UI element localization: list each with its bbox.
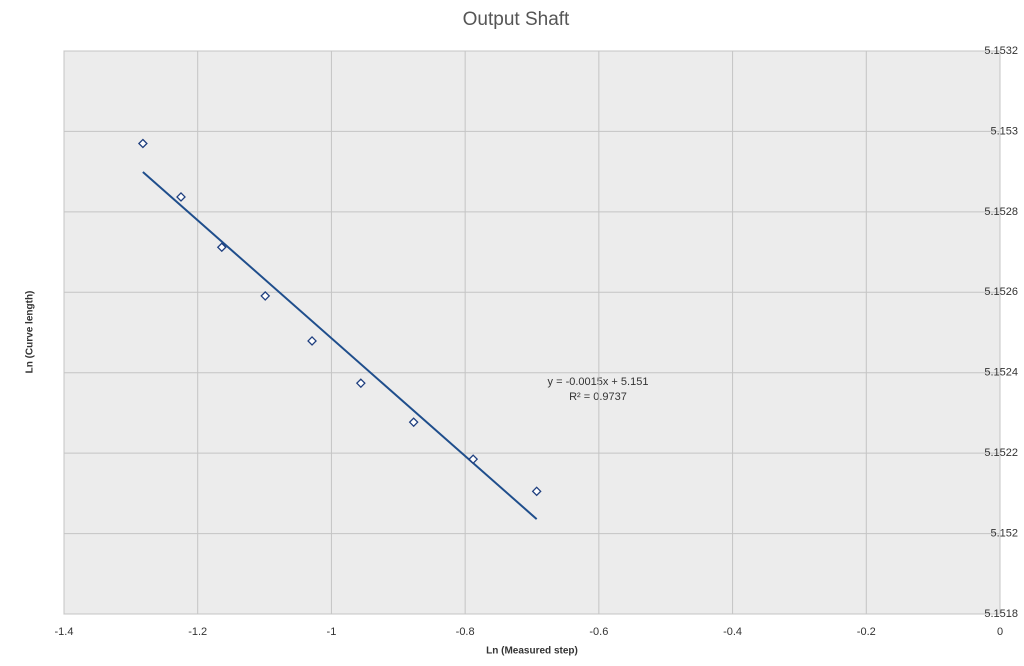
scatter-point [468,454,479,465]
x-tick-label: -0.6 [589,626,608,638]
scatter-point [176,192,186,202]
y-tick-label: 5.1522 [984,447,1018,459]
y-tick-label: 5.152 [990,527,1018,539]
y-tick-label: 5.1518 [984,608,1018,620]
x-tick-label: -1 [327,626,337,638]
chart-title: Output Shaft [463,9,570,30]
x-tick-label: -1.2 [188,626,207,638]
y-axis-label: Ln (Curve length) [25,291,36,374]
trend-equation: y = -0.0015x + 5.151 [548,376,649,388]
x-axis-label: Ln (Measured step) [486,646,578,657]
x-tick-label: -0.8 [456,626,475,638]
x-tick-label: -0.2 [857,626,876,638]
x-tick-label: -0.4 [723,626,742,638]
scatter-point [307,336,317,346]
plot-area [63,50,1001,615]
y-tick-label: 5.1524 [984,367,1018,379]
x-tick-label: 0 [997,626,1003,638]
trend-r-squared: R² = 0.9737 [569,391,627,403]
scatter-point [137,138,148,149]
y-tick-label: 5.1532 [984,45,1018,57]
y-tick-label: 5.1526 [984,286,1018,298]
scatter-point [260,290,271,301]
scatter-point [216,242,227,253]
scatter-point [408,417,419,428]
scatter-point [355,378,366,389]
x-tick-label: -1.4 [55,626,74,638]
y-tick-label: 5.1528 [984,206,1018,218]
y-tick-label: 5.153 [990,125,1018,137]
scatter-point [531,486,542,497]
